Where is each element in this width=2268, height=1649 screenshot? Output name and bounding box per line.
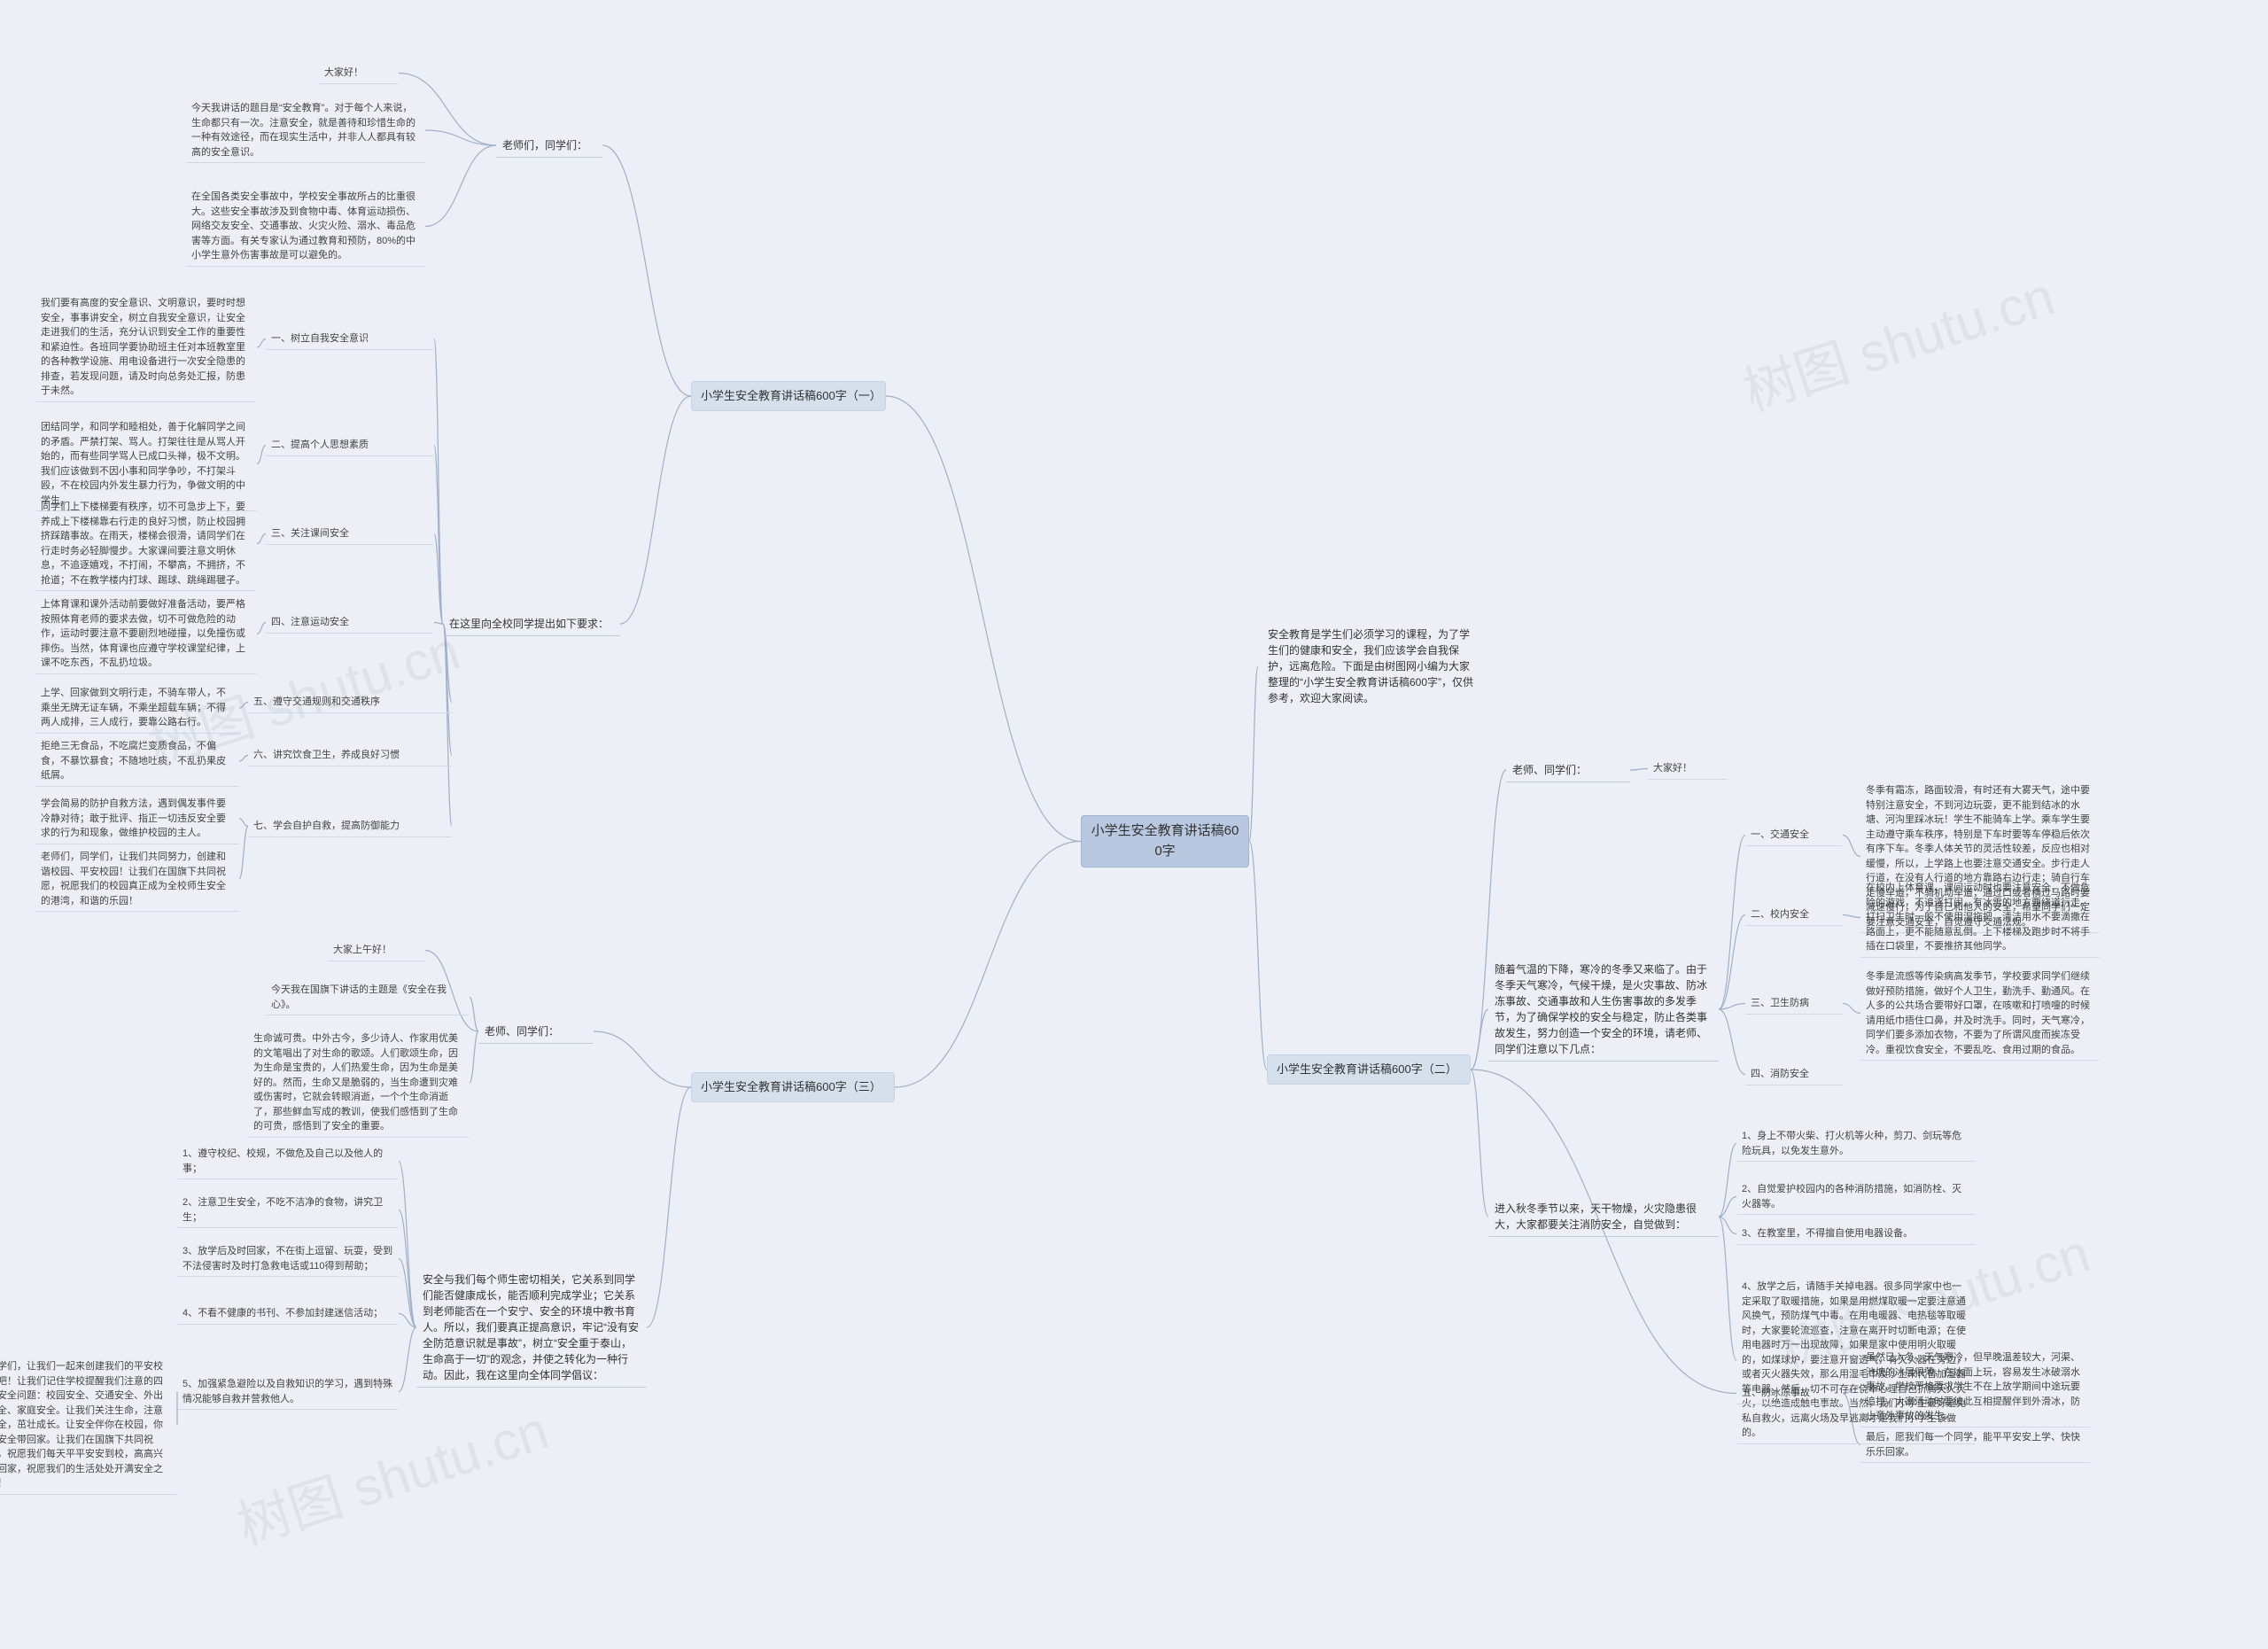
node-s2c1[interactable]: 1、身上不带火柴、打火机等火种，剪刀、剑玩等危险玩具，以免发生意外。: [1736, 1125, 1976, 1162]
node-s1b1a[interactable]: 我们要有高度的安全意识、文明意识，要时时想安全，事事讲安全，树立自我安全意识，让…: [35, 292, 257, 402]
link: [1719, 915, 1745, 1010]
node-s1b5a[interactable]: 上学、回家做到文明行走，不骑车带人，不乘坐无牌无证车辆，不乘坐超载车辆；不得两人…: [35, 682, 239, 734]
node-s3b[interactable]: 安全与我们每个师生密切相关，它关系到同学们能否健康成长，能否顺利完成学业；它关系…: [416, 1267, 647, 1388]
node-s3a[interactable]: 老师、同学们：: [478, 1019, 594, 1044]
link: [257, 534, 266, 544]
node-s1b3[interactable]: 三、关注课间安全: [266, 523, 434, 545]
node-s2c[interactable]: 进入秋冬季节以来，天干物燥，火灾隐患很大，大家都要关注消防安全，自觉做到：: [1488, 1196, 1719, 1237]
node-s1b3a[interactable]: 同学们上下楼梯要有秩序，切不可急步上下，要养成上下楼梯靠右行走的良好习惯，防止校…: [35, 496, 257, 591]
node-s2b1[interactable]: 一、交通安全: [1745, 824, 1843, 846]
link: [399, 1314, 416, 1328]
node-s3a1[interactable]: 大家上午好！: [328, 939, 425, 961]
link: [1471, 1009, 1488, 1070]
link: [257, 446, 266, 464]
link: [1630, 769, 1648, 771]
node-s3b5a[interactable]: 同学们，让我们一起来创建我们的平安校园吧！让我们记住学校提醒我们注意的四大安全问…: [0, 1356, 177, 1495]
link: [470, 998, 478, 1032]
link: [434, 534, 443, 625]
node-s1b4[interactable]: 四、注意运动安全: [266, 611, 434, 634]
link: [1719, 1197, 1736, 1217]
link: [399, 1162, 416, 1328]
node-s1b6[interactable]: 六、讲究饮食卫生，养成良好习惯: [248, 744, 452, 766]
link: [1249, 666, 1258, 842]
link: [620, 396, 691, 624]
node-s3b5[interactable]: 5、加强紧急避险以及自救知识的学习，遇到特殊情况能够自救并营救他人。: [177, 1373, 399, 1410]
watermark: 树图 shutu.cn: [226, 1388, 556, 1560]
link: [1719, 836, 1745, 1010]
watermark: 树图 shutu.cn: [1732, 253, 2062, 426]
link: [434, 623, 443, 625]
node-s2a1[interactable]: 大家好！: [1648, 758, 1728, 780]
node-s3b2[interactable]: 2、注意卫生安全，不吃不洁净的食物，讲究卫生；: [177, 1192, 399, 1228]
link: [1471, 1070, 1488, 1217]
link: [425, 130, 496, 145]
node-s1a1[interactable]: 大家好！: [319, 62, 399, 84]
node-s1[interactable]: 小学生安全教育讲话稿600字（一）: [691, 381, 886, 411]
link: [1249, 842, 1267, 1070]
node-s1b4a[interactable]: 上体育课和课外活动前要做好准备活动，要严格按照体育老师的要求去做，切不可做危险的…: [35, 594, 257, 674]
link: [399, 1210, 416, 1328]
node-s1b7[interactable]: 七、学会自护自救，提高防御能力: [248, 815, 452, 837]
node-s1a2[interactable]: 今天我讲话的题目是“安全教育”。对于每个人来说，生命都只有一次。注意安全，就是善…: [186, 97, 425, 163]
node-s3a3[interactable]: 生命诚可贵。中外古今，多少诗人、作家用优美的文笔唱出了对生命的歌颂。人们歌颂生命…: [248, 1028, 470, 1138]
node-s3b1[interactable]: 1、遵守校纪、校规，不做危及自己以及他人的事；: [177, 1143, 399, 1179]
node-s1b7a[interactable]: 学会简易的防护自救方法，遇到偶发事件要冷静对待；敢于批评、指正一切违反安全要求的…: [35, 793, 239, 844]
node-s2c2[interactable]: 2、自觉爱护校园内的各种消防措施，如消防栓、灭火器等。: [1736, 1178, 1976, 1215]
node-root[interactable]: 小学生安全教育讲话稿600字: [1081, 815, 1249, 867]
node-s2b[interactable]: 随着气温的下降，寒冷的冬季又来临了。由于冬季天气寒冷，气候干燥，是火灾事故、防冰…: [1488, 957, 1719, 1062]
node-s2c3[interactable]: 3、在教室里，不得擅自使用电器设备。: [1736, 1223, 1976, 1245]
node-s2[interactable]: 小学生安全教育讲话稿600字（二）: [1267, 1054, 1471, 1085]
node-s3b3[interactable]: 3、放学后及时回家，不在街上逗留、玩耍，受到不法侵害时及时打急救电话或110得到…: [177, 1241, 399, 1277]
node-s1b2[interactable]: 二、提高个人思想素质: [266, 434, 434, 456]
link: [443, 624, 452, 756]
node-s1a3[interactable]: 在全国各类安全事故中，学校安全事故所占的比重很大。这些安全事故涉及到食物中毒、体…: [186, 186, 425, 267]
node-s1b5[interactable]: 五、遵守交通规则和交通秩序: [248, 691, 452, 713]
link: [425, 145, 496, 227]
link: [1843, 915, 1860, 918]
link: [239, 756, 248, 762]
link: [1843, 836, 1860, 857]
link: [257, 623, 266, 634]
link: [647, 1087, 691, 1327]
link: [443, 624, 452, 827]
link: [594, 1031, 691, 1087]
node-s2b2[interactable]: 二、校内安全: [1745, 904, 1843, 926]
mindmap-canvas: 树图 shutu.cn树图 shutu.cn树图 shutu.cn树图 shut…: [0, 0, 2268, 1649]
node-s2b3a[interactable]: 冬季是流感等传染病高发季节，学校要求同学们继续做好预防措施，做好个人卫生，勤洗手…: [1860, 966, 2100, 1061]
link: [886, 396, 1081, 842]
link: [1719, 1217, 1736, 1234]
link: [1719, 1217, 1736, 1360]
link: [399, 1259, 416, 1328]
node-s1b[interactable]: 在这里向全校同学提出如下要求：: [443, 611, 620, 636]
node-s1b7b[interactable]: 老师们，同学们，让我们共同努力，创建和谐校园、平安校园！让我们在国旗下共同祝愿，…: [35, 846, 239, 912]
link: [1719, 1009, 1745, 1075]
link: [895, 842, 1081, 1088]
node-s1b1[interactable]: 一、树立自我安全意识: [266, 328, 434, 350]
node-s2b3[interactable]: 三、卫生防病: [1745, 992, 1843, 1015]
link: [239, 827, 248, 880]
node-s2b4[interactable]: 四、消防安全: [1745, 1063, 1843, 1085]
link: [434, 446, 443, 625]
node-s3a2[interactable]: 今天我在国旗下讲话的主题是《安全在我心》。: [266, 979, 470, 1015]
node-s2a[interactable]: 老师、同学们：: [1506, 758, 1630, 782]
link: [1719, 1144, 1736, 1217]
link: [239, 703, 248, 709]
node-s2d1[interactable]: 虽然已入冬，天气寒冷，但早晚温差较大，河渠、池塘的冰层很薄，在冰面上玩，容易发生…: [1860, 1347, 2091, 1427]
link: [1843, 1004, 1860, 1014]
link: [239, 819, 248, 827]
node-s2b2a[interactable]: 在校内上体育课、课间运动时也要注意安全，不做危险的游戏，不追逐打闹，有冰雪的地方…: [1860, 877, 2100, 958]
node-desc[interactable]: 安全教育是学生们必须学习的课程，为了学生们的健康和安全，我们应该学会自我保护，远…: [1258, 620, 1488, 712]
link: [257, 339, 266, 348]
link: [1719, 1004, 1745, 1010]
node-s1b6a[interactable]: 拒绝三无食品，不吃腐烂变质食品，不偏食，不暴饮暴食；不随地吐痰，不乱扔果皮纸屑。: [35, 735, 239, 787]
node-s1a[interactable]: 老师们，同学们：: [496, 133, 602, 158]
node-s3[interactable]: 小学生安全教育讲话稿600字（三）: [691, 1072, 895, 1102]
node-s2d[interactable]: 五、防冰冻事故: [1736, 1382, 1843, 1404]
node-s2d2[interactable]: 最后，愿我们每一个同学，能平平安安上学、快快乐乐回家。: [1860, 1427, 2091, 1463]
link: [399, 1327, 416, 1392]
link: [602, 145, 691, 396]
link: [434, 339, 443, 625]
node-s3b4[interactable]: 4、不看不健康的书刊、不参加封建迷信活动；: [177, 1303, 399, 1325]
link: [470, 1031, 478, 1083]
